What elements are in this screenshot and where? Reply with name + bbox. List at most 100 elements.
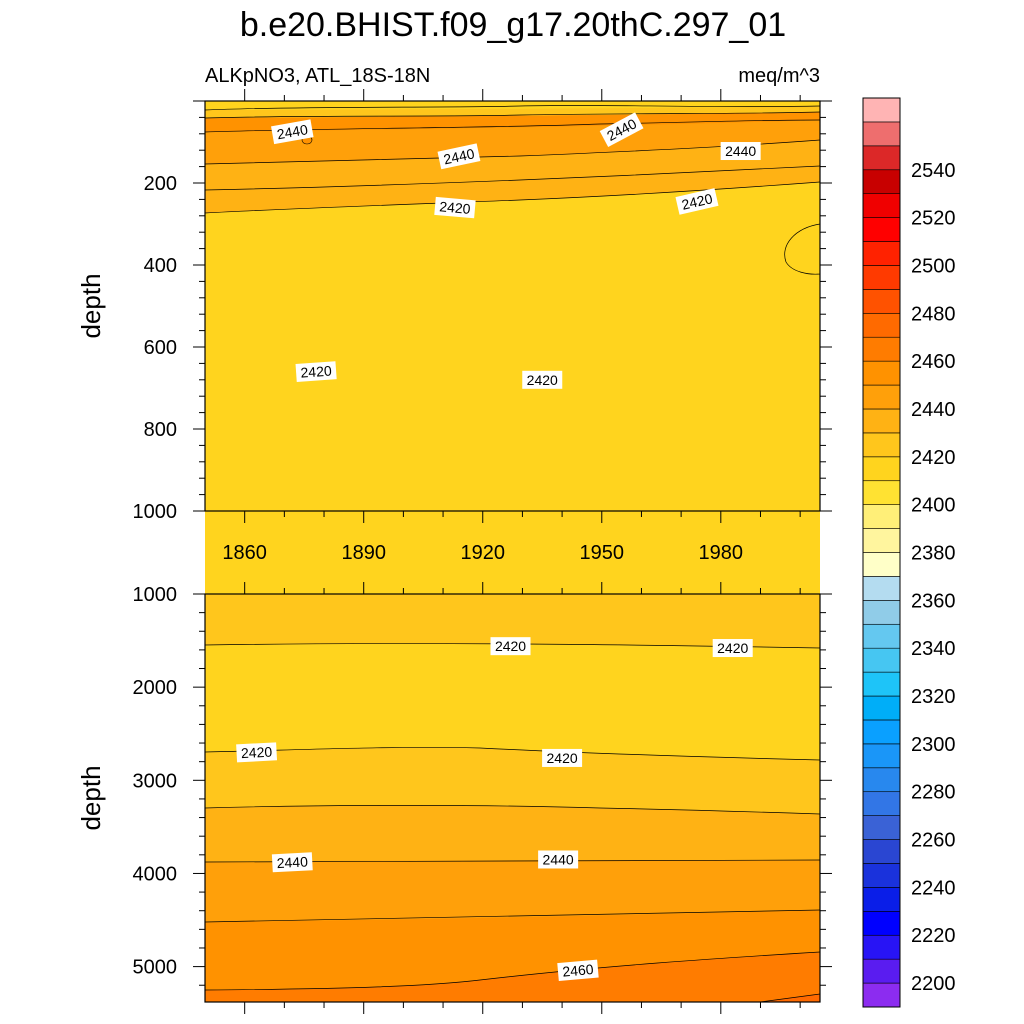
colorbar-swatch [862,767,901,793]
contour-label: 2420 [712,639,753,658]
contour-label-box [675,188,719,215]
colorbar-swatch [862,217,901,242]
contour-label: 2420 [236,742,278,763]
colorbar-tick-label: 2500 [911,255,956,277]
upper-surface-band-2 [205,101,820,110]
colorbar-swatch [862,791,901,816]
contour-label-text: 2420 [527,372,558,388]
contour-label: 2420 [522,370,563,389]
contour-label-box [271,119,314,145]
contour-label-box [490,637,531,656]
colorbar-tick-label: 2200 [911,973,956,995]
colorbar-swatch [862,982,901,1008]
colorbar-swatch [862,552,901,577]
contour-label-text: 2420 [300,363,332,381]
colorbar-tick-label: 2420 [911,447,956,469]
lower-contour-labels: 2420 2420 2420 2420 2440 2440 2460 [236,637,753,982]
upper-contour-line [204,181,821,214]
colorbar-swatch [862,695,901,721]
colorbar-swatch [862,289,901,314]
contour-label: 2420 [542,748,583,767]
colorbar-swatch [862,504,901,529]
upper-contour-line [204,111,821,119]
colorbar-tick-label: 2520 [911,208,956,230]
x-tick-label: 1950 [580,542,625,564]
chart-title: b.e20.BHIST.f09_g17.20thC.297_01 [240,6,786,44]
contour-label-text: 2460 [562,961,595,980]
contour-label-box [236,742,278,763]
colorbar-swatch [862,145,901,171]
colorbar-swatch [862,839,901,864]
lower-band-2410 [205,643,820,760]
lower-band-2460 [205,952,820,1002]
contour-label-text: 2420 [680,190,714,213]
colorbar-swatch [862,671,901,697]
colorbar-tick-label: 2380 [911,543,956,565]
contour-label-box [295,361,337,382]
contour-label: 2420 [434,196,476,219]
y-tick-label: 1000 [133,584,178,606]
contour-label-box [437,143,481,170]
y-tick-label: 600 [144,337,177,359]
contour-label: 2440 [271,119,314,145]
colorbar-tick-label: 2260 [911,830,956,852]
colorbar-swatch [862,408,901,434]
colorbar-swatch [862,958,901,984]
contour-label-box [599,112,644,148]
colorbar-swatch [862,576,901,601]
colorbar: 2200 2220 2240 2260 2280 2300 2320 2340 2360 2380… [862,97,956,1008]
y-tick-label: 5000 [133,957,178,979]
contour-label-text: 2440 [725,143,756,159]
colorbar-tick-label: 2400 [911,495,956,517]
contour-label: 2420 [295,361,337,382]
colorbar-swatch [862,336,901,362]
contour-label: 2440 [271,852,313,873]
y-tick-label: 1000 [133,501,178,523]
lower-y-axis-label: depth [76,765,106,830]
colorbar-tick-label: 2240 [911,877,956,899]
colorbar-swatch [862,815,901,840]
colorbar-tick-label: 2320 [911,686,956,708]
colorbar-swatch [862,600,901,625]
contour-label: 2440 [538,850,579,869]
upper-y-axis-label: depth [76,273,106,338]
contour-label-box [557,959,599,982]
colorbar-tick-label: 2280 [911,782,956,804]
contour-label-box [271,852,313,873]
lower-panel: 1000 2000 3000 4000 5000 2420 2420 2420 2420 244… [76,582,832,1014]
colorbar-swatch [862,528,901,553]
colorbar-swatch [862,743,901,769]
lower-contour-line [204,805,821,815]
contour-label-text: 2420 [495,638,526,654]
colorbar-tick-label: 2440 [911,399,956,421]
colorbar-swatch [862,456,901,482]
y-tick-label: 2000 [133,677,178,699]
colorbar-swatch [862,241,901,266]
y-tick-label: 200 [144,173,177,195]
colorbar-swatch [862,863,901,888]
upper-band-2410 [205,182,820,694]
colorbar-tick-label: 2340 [911,638,956,660]
lower-ticks: 1000 2000 3000 4000 5000 [133,582,832,1014]
contour-label: 2460 [557,959,599,982]
colorbar-swatch [862,121,901,147]
contour-label: 2420 [490,637,531,656]
y-tick-label: 3000 [133,770,178,792]
contour-label-text: 2420 [717,640,748,656]
x-tick-label: 1860 [222,542,267,564]
upper-panel: 1860 1890 1920 1950 1980 200 400 600 800 1000 244… [76,89,832,695]
colorbar-frame [862,97,901,1008]
upper-plot-frame [204,100,821,512]
colorbar-swatch [862,647,901,673]
colorbar-tick-label: 2460 [911,351,956,373]
contour-label-box [720,142,761,161]
colorbar-tick-label: 2300 [911,734,956,756]
contour-label: 2440 [720,142,761,161]
colorbar-tick-label: 2220 [911,925,956,947]
contour-label: 2420 [675,188,719,215]
contour-label-box [542,748,583,767]
colorbar-swatch [862,193,901,218]
lower-plot-frame [204,593,821,1003]
colorbar-swatch [862,719,901,745]
y-tick-label: 800 [144,419,177,441]
